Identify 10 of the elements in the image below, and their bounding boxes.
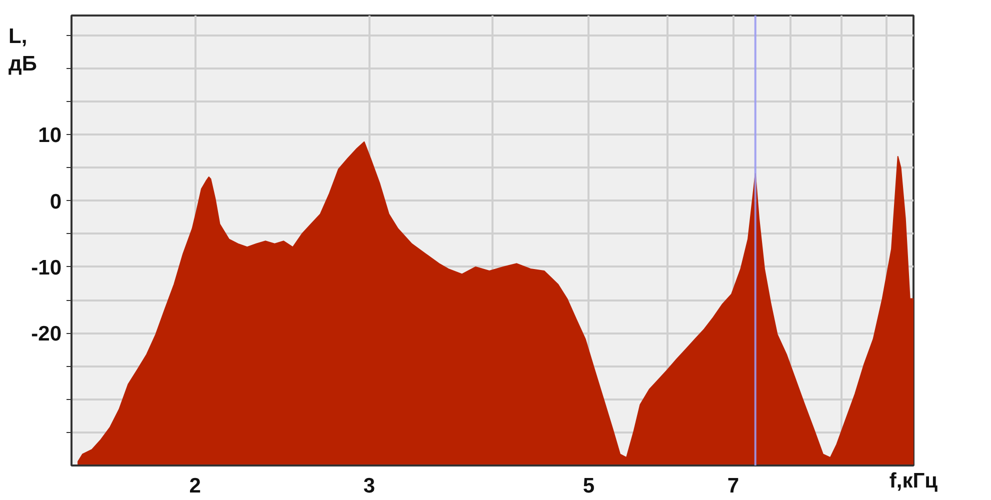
y-tick-label: 0: [50, 190, 62, 214]
y-tick-label: -20: [31, 322, 62, 346]
y-axis-title: L, дБ: [8, 24, 37, 76]
x-tick-label: 5: [582, 474, 595, 498]
y-tick-label: -10: [31, 256, 62, 280]
x-tick-label: 2: [189, 474, 201, 498]
x-tick-label: 3: [363, 474, 376, 498]
x-tick-label: 7: [727, 474, 740, 498]
y-tick-label: 10: [38, 124, 62, 148]
x-axis-title: f,кГц: [889, 470, 938, 492]
